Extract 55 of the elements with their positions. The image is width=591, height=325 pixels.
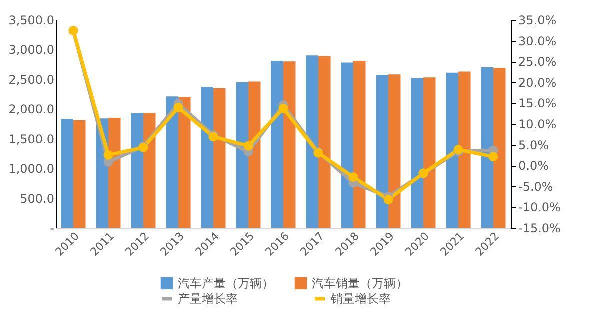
y-tick-label: 2,000.0 [8,102,54,117]
y2-tick-label: 35.0% [518,14,557,28]
y-tick-label: 3,500.0 [8,14,54,28]
bar [284,62,296,228]
bar [458,72,471,228]
bar [271,61,284,228]
bar [236,82,248,228]
y2-tick-label: -15.0% [518,222,561,236]
bar [306,56,318,228]
bar [354,61,366,228]
bar [178,97,191,228]
y-tick-label: 1,500.0 [8,132,54,146]
point [488,152,498,162]
legend-label: 销量增长率 [330,292,391,306]
bar [214,88,226,228]
bar [61,119,74,228]
y2-tick-label: 5.0% [518,138,549,152]
bar [74,120,86,228]
bar [108,118,121,228]
bar [131,113,144,228]
bar [446,72,458,228]
point [104,150,114,160]
y-tick-label: 1,000.0 [8,162,54,176]
y2-tick-label: 25.0% [518,55,557,70]
point [174,103,184,113]
point [384,194,394,204]
bar [248,82,261,228]
point [278,104,288,114]
bar [388,74,401,228]
legend-label: 产量增长率 [178,292,238,306]
y2-tick-label: 20.0% [518,76,557,90]
y-tick-label: - [50,222,54,236]
y2-tick-label: 15.0% [518,96,557,111]
bar [341,62,354,228]
bar [424,78,436,228]
y-tick-label: 500.0 [20,192,54,206]
y2-tick-label: 30.0% [518,34,557,48]
bar [481,68,494,228]
y2-tick-label: -10.0% [518,200,561,215]
point [348,172,358,182]
point [244,141,254,151]
bar [166,96,178,228]
bar [411,78,424,228]
bar [318,56,331,228]
y2-tick-label: -5.0% [518,180,554,194]
legend-label: 汽车销量（万辆） [312,276,408,290]
bar [144,113,156,228]
bar [376,75,388,228]
y-tick-label: 2,500.0 [8,72,54,87]
y2-tick-label: 0.0% [518,159,549,174]
bar [201,87,214,228]
y2-tick-label: 10.0% [518,118,557,132]
bar [494,68,506,228]
legend-label: 汽车产量（万辆） [178,276,274,290]
y-tick-label: 3,000.0 [8,43,54,58]
